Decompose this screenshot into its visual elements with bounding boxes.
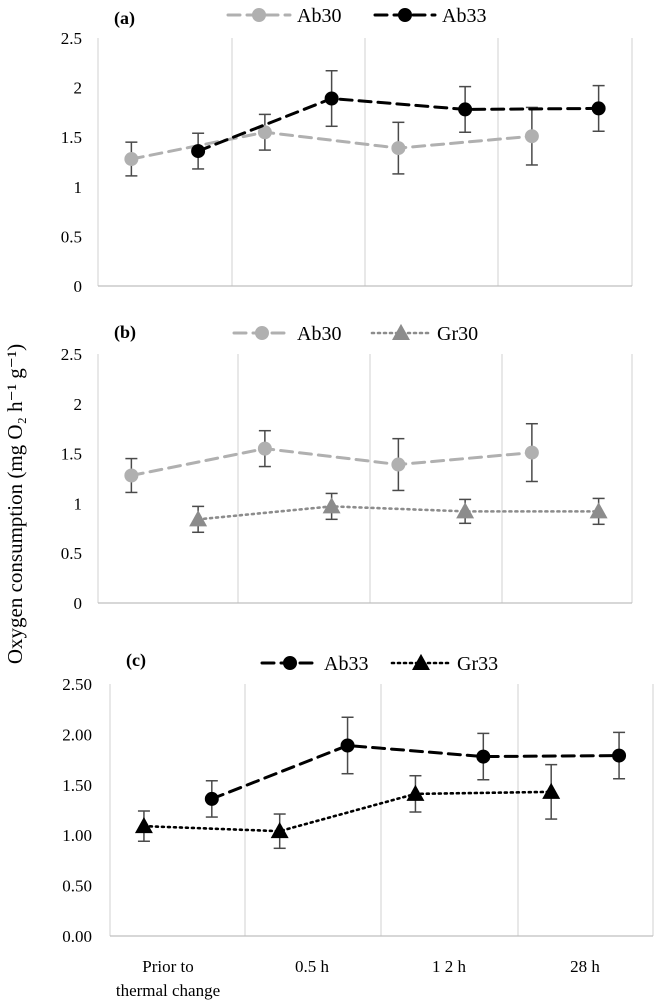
y-tick-label: 1 bbox=[74, 494, 83, 513]
y-tick-label: 1 bbox=[74, 178, 83, 197]
y-tick-label: 2 bbox=[74, 395, 83, 414]
y-tick-label: 1.50 bbox=[62, 776, 92, 795]
data-point-ab30 bbox=[257, 125, 272, 140]
data-point-gr33 bbox=[406, 784, 425, 801]
data-point-ab33 bbox=[340, 738, 355, 753]
x-category-label: thermal change bbox=[116, 981, 220, 1000]
y-tick-label: 1.5 bbox=[61, 128, 82, 147]
y-tick-label: 0 bbox=[74, 277, 83, 296]
data-point-ab33 bbox=[458, 102, 473, 117]
y-tick-label: 0.5 bbox=[61, 227, 82, 246]
y-tick-label: 2.5 bbox=[61, 29, 82, 48]
panel-label: (c) bbox=[126, 650, 146, 671]
data-point-gr33 bbox=[542, 782, 561, 799]
y-tick-label: 2.50 bbox=[62, 675, 92, 694]
legend-marker-ab33 bbox=[283, 656, 297, 670]
legend-label-ab30: Ab30 bbox=[297, 5, 341, 27]
x-category-label: 28 h bbox=[570, 957, 600, 976]
x-category-label: 1 2 h bbox=[432, 957, 467, 976]
series-line-ab30 bbox=[129, 130, 534, 161]
panel-label: (a) bbox=[114, 8, 135, 29]
data-point-gr33 bbox=[270, 822, 289, 839]
y-axis-label: Oxygen consumption (mg O₂ h⁻¹ g⁻¹) bbox=[3, 344, 27, 664]
panel-label: (b) bbox=[114, 322, 136, 343]
y-tick-label: 0.50 bbox=[62, 877, 92, 896]
series-line-gr30 bbox=[196, 505, 600, 521]
y-tick-label: 0.5 bbox=[61, 544, 82, 563]
data-point-ab33 bbox=[191, 144, 206, 159]
panel-1: 0 0.5 1 1.5 2 2.5 (a) Ab30 Ab33 bbox=[61, 5, 633, 296]
data-point-ab33 bbox=[612, 748, 627, 763]
y-tick-label: 0 bbox=[74, 594, 83, 613]
y-tick-label: 2.00 bbox=[62, 725, 92, 744]
legend-label-ab33: Ab33 bbox=[442, 5, 486, 27]
data-point-ab33 bbox=[204, 791, 219, 806]
y-tick-label: 1.5 bbox=[61, 445, 82, 464]
data-point-gr30 bbox=[189, 510, 208, 527]
x-category-label: 0.5 h bbox=[295, 957, 330, 976]
y-tick-label: 0.00 bbox=[62, 927, 92, 946]
data-point-ab30 bbox=[524, 129, 539, 144]
series-line-ab30 bbox=[129, 447, 534, 478]
panel-2: 0 0.5 1 1.5 2 2.5 (b) Ab30 Gr30 bbox=[61, 322, 633, 613]
data-point-ab30 bbox=[124, 468, 139, 483]
legend-marker-ab30 bbox=[252, 8, 266, 22]
data-point-ab33 bbox=[476, 749, 491, 764]
panel-3: 0.00 0.50 1.00 1.50 2.00 2.50 (c) Ab33 Gr33 bbox=[62, 650, 654, 946]
data-point-gr33 bbox=[134, 816, 153, 834]
data-point-ab33 bbox=[591, 101, 606, 116]
data-point-ab33 bbox=[324, 91, 339, 106]
y-tick-label: 2.5 bbox=[61, 345, 82, 364]
data-point-gr30 bbox=[322, 497, 341, 514]
legend-marker-ab30 bbox=[255, 326, 269, 340]
x-category-label: Prior to bbox=[142, 957, 193, 976]
data-point-gr30 bbox=[456, 502, 475, 519]
y-tick-label: 2 bbox=[74, 79, 83, 98]
legend-label-gr30: Gr30 bbox=[437, 323, 478, 345]
legend-marker-gr30 bbox=[392, 323, 410, 340]
data-point-gr30 bbox=[589, 502, 608, 519]
data-point-ab30 bbox=[391, 141, 406, 156]
legend-marker-gr33 bbox=[412, 653, 430, 670]
y-tick-label: 1.00 bbox=[62, 826, 92, 845]
data-point-ab30 bbox=[391, 457, 406, 472]
series-line-gr33 bbox=[142, 790, 553, 833]
series-line-ab33 bbox=[210, 743, 621, 801]
legend-label-ab30: Ab30 bbox=[297, 323, 341, 345]
legend-marker-ab33 bbox=[398, 8, 412, 22]
series-line-ab33 bbox=[196, 96, 601, 153]
data-point-ab30 bbox=[257, 441, 272, 456]
legend-label-gr33: Gr33 bbox=[457, 653, 498, 675]
data-point-ab30 bbox=[124, 152, 139, 167]
legend-label-ab33: Ab33 bbox=[324, 653, 368, 675]
data-point-ab30 bbox=[524, 445, 539, 460]
